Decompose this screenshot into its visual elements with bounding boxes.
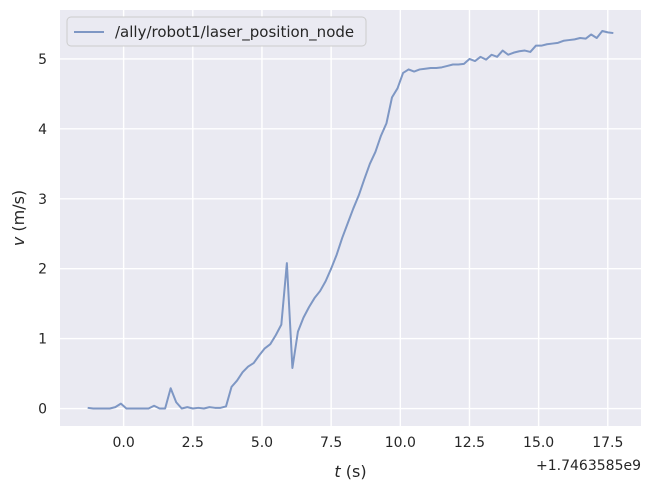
x-tick-label: 5.0 bbox=[251, 435, 273, 451]
x-axis-unit: (s) bbox=[341, 462, 367, 481]
y-axis-ticks: 0 1 2 3 4 5 bbox=[38, 52, 47, 418]
y-tick-label: 2 bbox=[38, 262, 47, 278]
legend-box bbox=[66, 16, 367, 47]
legend: /ally/robot1/laser_position_node bbox=[66, 16, 367, 47]
x-tick-label: 17.5 bbox=[592, 435, 623, 451]
x-axis-offset-text: +1.7463585e9 bbox=[536, 458, 641, 474]
x-axis-label: t (s) bbox=[334, 462, 366, 481]
series-line bbox=[87, 29, 614, 410]
series-layer bbox=[87, 29, 614, 410]
y-tick-label: 3 bbox=[38, 192, 47, 208]
x-tick-label: 10.0 bbox=[385, 435, 416, 451]
x-tick-label: 12.5 bbox=[454, 435, 485, 451]
grid-lines bbox=[60, 10, 641, 426]
y-tick-label: 4 bbox=[38, 122, 47, 138]
legend-label: /ally/robot1/laser_position_node bbox=[115, 23, 354, 42]
x-tick-label: 15.0 bbox=[523, 435, 554, 451]
y-tick-label: 1 bbox=[38, 332, 47, 348]
y-axis-label: v (m/s) bbox=[9, 190, 28, 246]
y-tick-label: 0 bbox=[38, 402, 47, 418]
x-tick-label: 0.0 bbox=[113, 435, 135, 451]
y-tick-label: 5 bbox=[38, 52, 47, 68]
y-axis-variable: v bbox=[9, 236, 28, 246]
y-axis-unit: (m/s) bbox=[9, 190, 28, 237]
x-tick-label: 7.5 bbox=[320, 435, 342, 451]
x-tick-label: 2.5 bbox=[182, 435, 204, 451]
x-axis-variable: t bbox=[334, 462, 341, 481]
x-axis-ticks: 0.0 2.5 5.0 7.5 10.0 12.5 15.0 17.5 bbox=[113, 435, 624, 451]
